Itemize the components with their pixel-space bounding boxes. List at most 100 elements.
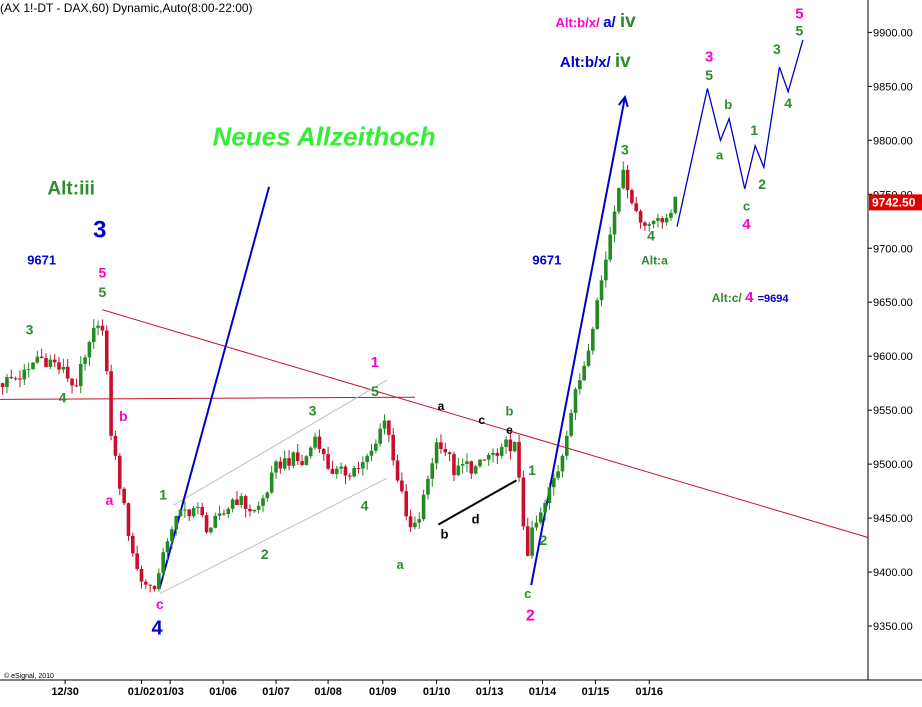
candle-body xyxy=(391,434,396,461)
candle-body xyxy=(599,280,604,301)
candle-body xyxy=(482,459,487,461)
candle-body xyxy=(673,196,678,213)
candle-body xyxy=(638,211,643,223)
wave-annotation: Alt:a xyxy=(641,253,668,267)
candle-body xyxy=(569,412,573,436)
candle-body xyxy=(22,369,27,380)
chart-title: (AX 1!-DT - DAX,60) Dynamic,Auto(8:00-22… xyxy=(0,1,253,15)
wave-annotation: 2 xyxy=(261,546,269,562)
y-tick-label: 9650.00 xyxy=(873,297,913,309)
red-horizontal-line xyxy=(0,396,415,400)
candle-body xyxy=(113,435,118,456)
wave-annotation: 3 xyxy=(309,403,317,419)
wave-annotation: 4 xyxy=(784,95,792,111)
candle-body xyxy=(426,478,430,495)
red-descending-trendline xyxy=(102,309,869,539)
candle-body xyxy=(369,450,374,456)
candle-body xyxy=(70,378,74,386)
candle-body xyxy=(465,461,469,465)
candle-body xyxy=(9,377,14,379)
candle-body xyxy=(630,190,634,204)
candle-body xyxy=(131,535,135,554)
wave-annotation: 4 xyxy=(361,498,369,514)
wave-alternate-part: Alt:b/x/ xyxy=(560,54,615,71)
candle-body xyxy=(551,477,556,488)
x-tick-label: 01/02 xyxy=(128,686,156,698)
wave-annotation: 3 xyxy=(26,322,34,338)
y-tick-label: 9350.00 xyxy=(873,621,913,633)
candle-body xyxy=(165,541,170,553)
candle-body xyxy=(91,327,96,343)
wave-annotation: a xyxy=(105,492,113,508)
candle-body xyxy=(434,442,439,464)
candle-body xyxy=(443,448,448,453)
wave-alternate-part: Alt:b/x/ xyxy=(556,15,604,30)
candle-body xyxy=(83,357,87,364)
candle-body xyxy=(122,488,126,504)
candle-body xyxy=(656,218,660,221)
candle-body xyxy=(178,509,183,516)
candle-body xyxy=(478,459,482,467)
wave-annotation: d xyxy=(472,511,480,526)
wave-annotation: 5 xyxy=(795,5,803,22)
candle-body xyxy=(495,452,500,456)
wave-annotation: 1 xyxy=(528,462,536,478)
wave-annotation: b xyxy=(724,97,732,112)
candle-body xyxy=(521,477,526,527)
candle-body xyxy=(187,509,192,517)
candle-body xyxy=(308,447,313,457)
candle-body xyxy=(504,439,508,447)
candle-body xyxy=(282,458,287,469)
wave-annotation: 2 xyxy=(526,608,535,625)
projection-path xyxy=(676,39,804,227)
x-tick-label: 01/16 xyxy=(635,686,663,698)
candle-body xyxy=(239,496,244,506)
wave-annotation: 5 xyxy=(796,23,804,39)
x-tick-label: 01/10 xyxy=(423,686,451,698)
wave-alternate-part: a/ xyxy=(603,14,620,31)
candle-body xyxy=(400,480,404,492)
candle-body xyxy=(200,506,205,516)
candle-body xyxy=(265,492,270,499)
candle-body xyxy=(74,385,79,387)
candle-body xyxy=(469,461,474,474)
candle-body xyxy=(512,442,517,452)
candle-body xyxy=(87,342,92,358)
wave-annotation: c xyxy=(743,198,750,213)
candle-body xyxy=(651,220,656,225)
candle-body xyxy=(334,468,339,474)
candle-body xyxy=(57,362,61,370)
wave-annotation: 5 xyxy=(371,383,379,399)
y-tick-label: 9400.00 xyxy=(873,567,913,579)
x-tick-label: 01/09 xyxy=(369,686,397,698)
candle-body xyxy=(382,420,387,429)
candle-body xyxy=(31,362,35,370)
candle-body xyxy=(5,377,9,388)
x-tick-label: 12/30 xyxy=(51,686,79,698)
candle-body xyxy=(534,522,539,528)
y-tick-label: 9500.00 xyxy=(873,459,913,471)
wave-annotation: 5 xyxy=(705,67,713,83)
candle-body xyxy=(430,463,435,479)
wave-alternate-part: =9694 xyxy=(758,293,790,305)
y-tick-label: 9800.00 xyxy=(873,135,913,147)
candle-body xyxy=(395,460,400,481)
wave-alternate-part: Alt:c/ xyxy=(712,291,745,305)
candle-body xyxy=(321,448,326,455)
candle-body xyxy=(235,499,239,506)
candle-body xyxy=(26,369,31,371)
candle-body xyxy=(135,553,139,569)
candle-body xyxy=(222,513,226,515)
candle-body xyxy=(274,461,278,473)
x-tick-label: 01/15 xyxy=(582,686,610,698)
wave-annotation: 2 xyxy=(758,176,766,192)
candle-body xyxy=(647,224,652,226)
candle-body xyxy=(243,496,248,509)
candle-body xyxy=(256,505,261,510)
wave-annotation: 5 xyxy=(99,264,107,280)
candle-body xyxy=(439,442,443,449)
candle-body xyxy=(261,498,265,506)
black-support-line xyxy=(437,479,517,526)
candle-body xyxy=(447,452,452,455)
candle-body xyxy=(52,359,57,363)
